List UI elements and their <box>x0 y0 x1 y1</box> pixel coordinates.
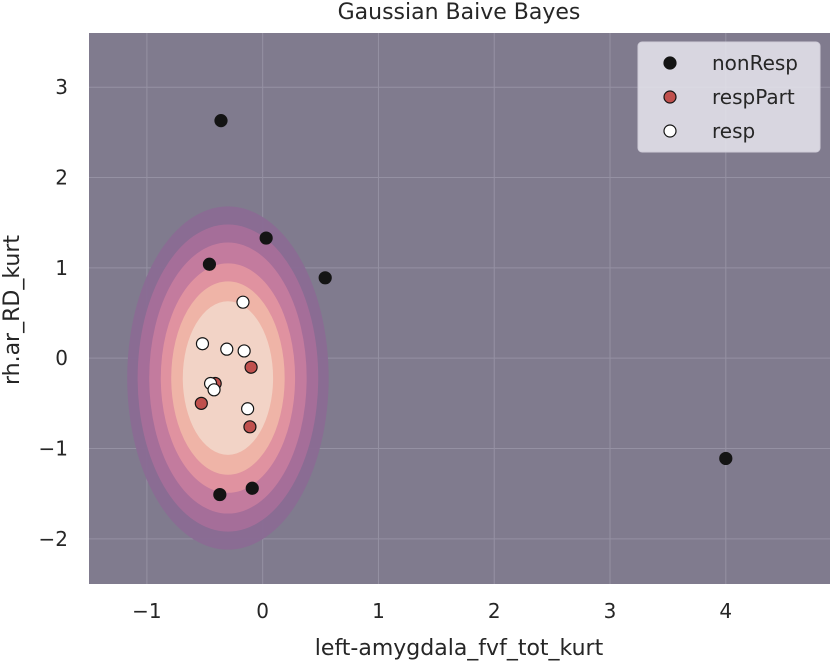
point-nonResp <box>719 451 733 466</box>
point-resp <box>241 402 255 416</box>
x-tick-label: 2 <box>488 599 501 623</box>
x-tick-label: 3 <box>604 599 617 623</box>
y-tick-label: −2 <box>39 527 68 551</box>
point-resp <box>220 342 234 356</box>
point-resp <box>236 295 250 309</box>
x-tick-label: −1 <box>132 599 161 623</box>
point-resp <box>237 344 251 358</box>
legend-marker-resp <box>663 124 677 138</box>
point-nonResp <box>213 487 227 502</box>
point-respPart <box>243 420 257 434</box>
legend-label-respPart: respPart <box>712 85 795 109</box>
y-tick-label: 2 <box>55 166 68 190</box>
point-respPart <box>244 360 258 374</box>
point-nonResp <box>318 271 332 285</box>
x-tick-label: 4 <box>719 599 732 623</box>
point-nonResp <box>259 231 273 245</box>
data-points <box>194 114 733 502</box>
y-tick-label: 0 <box>55 346 68 370</box>
point-nonResp <box>214 114 228 128</box>
point-resp <box>195 337 210 351</box>
legend-marker-respPart <box>663 90 677 104</box>
legend-marker-nonResp <box>663 56 677 70</box>
y-tick-label: 3 <box>55 75 68 99</box>
point-resp <box>207 383 221 397</box>
x-tick-label: 1 <box>372 599 385 623</box>
point-nonResp <box>245 481 259 495</box>
chart-title: Gaussian Baive Bayes <box>338 0 581 25</box>
x-axis-ticks: −1 0 1 2 3 4 <box>132 599 732 623</box>
point-nonResp <box>202 257 217 271</box>
point-respPart <box>194 396 208 410</box>
y-tick-label: 1 <box>55 256 68 280</box>
legend-label-resp: resp <box>712 119 755 143</box>
y-axis-ticks: −2 −1 0 1 2 3 <box>39 75 68 551</box>
y-tick-label: −1 <box>39 437 68 461</box>
contour-level-5 <box>182 301 274 455</box>
x-axis-label: left-amygdala_fvf_tot_kurt <box>315 636 604 661</box>
legend-box <box>637 41 821 153</box>
legend-label-nonResp: nonResp <box>712 51 798 75</box>
legend: nonResp respPart resp <box>637 41 821 153</box>
decision-contours <box>127 206 329 550</box>
y-axis-label: rh.ar_RD_kurt <box>0 235 25 385</box>
x-tick-label: 0 <box>256 599 269 623</box>
